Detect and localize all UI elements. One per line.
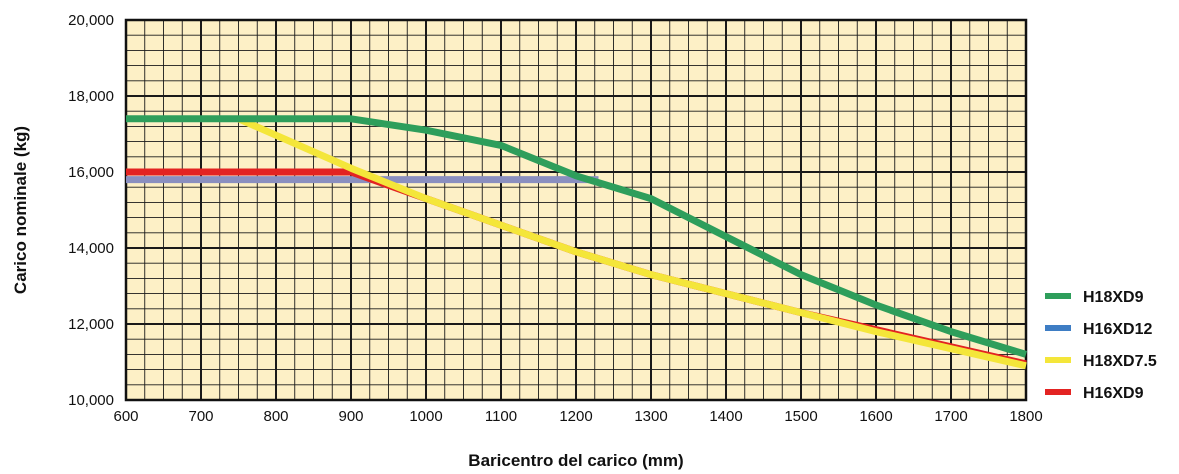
legend: H18XD9 H16XD12 H18XD7.5 H16XD9 (1045, 289, 1157, 402)
series-line-h18xd7-5 (237, 115, 1027, 370)
series-layer (126, 115, 1028, 370)
x-tick-label: 700 (188, 408, 213, 425)
y-tick-label: 10,000 (68, 392, 114, 409)
y-tick-label: 18,000 (68, 88, 114, 105)
y-tick-label: 16,000 (68, 164, 114, 181)
x-tick-label: 1800 (1009, 408, 1042, 425)
legend-swatch (1045, 357, 1071, 363)
legend-label: H18XD7.5 (1083, 353, 1157, 370)
legend-swatch (1045, 389, 1071, 395)
x-tick-label: 900 (338, 408, 363, 425)
plot-frame (124, 18, 1028, 402)
x-tick-label: 1600 (859, 408, 892, 425)
x-axis-title: Baricentro del carico (mm) (468, 451, 683, 470)
x-tick-label: 1200 (559, 408, 592, 425)
legend-label: H18XD9 (1083, 289, 1144, 306)
x-tick-labels: 600 700 800 900 1000 1100 1200 1300 1400 1500 1600… (113, 408, 1042, 425)
x-tick-label: 1500 (784, 408, 817, 425)
x-tick-label: 600 (113, 408, 138, 425)
x-tick-label: 1700 (934, 408, 967, 425)
legend-swatch (1045, 325, 1071, 331)
legend-label: H16XD12 (1083, 321, 1152, 338)
y-tick-label: 14,000 (68, 240, 114, 257)
legend-label: H16XD9 (1083, 385, 1144, 402)
x-tick-label: 1300 (634, 408, 667, 425)
series-line-h18xd9 (126, 115, 1028, 358)
x-tick-label: 1000 (409, 408, 442, 425)
x-tick-label: 1400 (709, 408, 742, 425)
y-tick-label: 20,000 (68, 12, 114, 29)
legend-swatch (1045, 293, 1071, 299)
y-axis-title: Carico nominale (kg) (11, 126, 30, 294)
y-tick-labels: 10,000 12,000 14,000 16,000 18,000 20,000 (68, 12, 114, 409)
y-tick-label: 12,000 (68, 316, 114, 333)
x-tick-label: 1100 (485, 408, 517, 425)
x-tick-label: 800 (263, 408, 288, 425)
